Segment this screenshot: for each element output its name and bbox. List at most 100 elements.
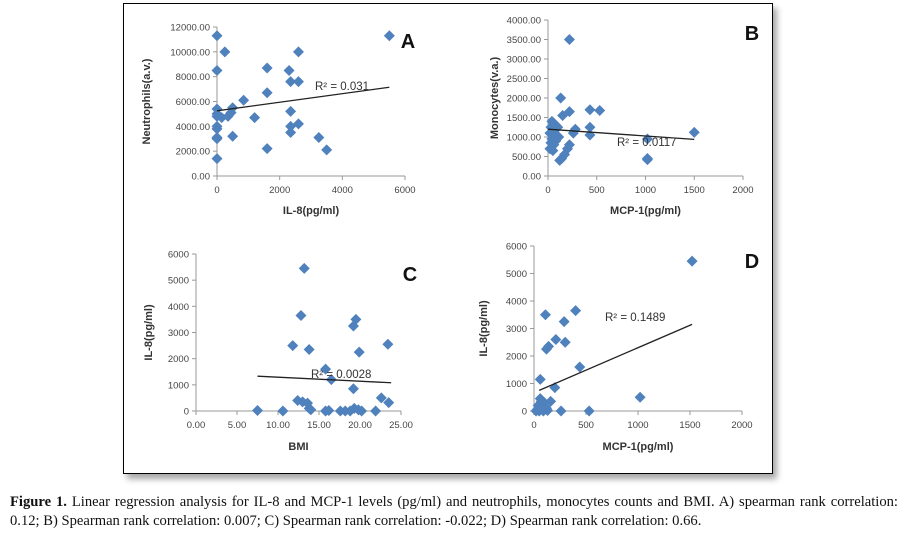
trendline [257,375,392,384]
data-point [356,405,368,417]
data-point [252,404,263,416]
y-tick-label: 10000.00 [170,47,210,58]
x-tick-label: 25.00 [389,420,413,431]
x-tick-label: 0 [214,185,219,196]
r-squared-label: R² = 0.1489 [605,312,665,324]
data-point [545,395,557,407]
x-axis-label: BMI [288,441,308,453]
data-point [530,405,542,417]
y-tick-label: 0 [184,407,189,418]
figure-caption: Figure 1. Linear regression analysis for… [10,493,898,531]
data-point [211,123,223,135]
y-tick-label: 5000 [168,276,189,287]
figure-frame [123,3,773,474]
data-point [321,144,333,156]
trendline [547,128,695,140]
data-point [287,340,299,352]
data-point [539,309,551,321]
data-point [382,338,394,350]
data-point [574,361,586,373]
data-point [570,305,582,317]
x-tick-label: 15.00 [307,420,331,431]
r-squared-label: R² = 0.0117 [617,137,677,149]
x-axis-label: MCP-1(pg/ml) [610,205,681,217]
y-tick-label: 1500.00 [507,113,541,124]
data-point [550,334,562,345]
y-tick-label: 1000 [168,380,189,391]
data-point [313,132,325,144]
x-tick-label: 1000 [635,185,656,196]
trendline [538,323,693,391]
x-tick-label: 0 [545,185,550,196]
y-tick-label: 6000 [506,242,527,253]
data-point [686,255,698,267]
x-tick-label: 0.00 [187,420,206,431]
data-point [283,64,295,76]
y-axis-label: Monocytes(v.a.) [489,57,501,140]
y-tick-label: 500.00 [512,152,541,163]
chart-panel-d: 0 500 1000 1500 2000 0 1000 2000 3000 4000 5000 600… [478,242,759,454]
y-tick-label: 1000 [506,379,527,390]
y-tick-label: 3000 [506,324,527,335]
data-point [584,104,596,116]
y-tick-label: 3000 [168,328,189,339]
data-point [347,320,359,332]
data-point [554,154,566,166]
data-point [375,392,387,404]
data-point [277,405,289,417]
data-point [634,391,646,403]
data-point [540,343,552,355]
y-tick-label: 2000 [168,354,189,365]
data-point [295,309,307,321]
panel-letter: C [403,264,417,286]
data-point [583,405,595,417]
data-point [261,62,273,74]
y-tick-label: 8000.00 [176,72,210,83]
x-tick-label: 500 [589,185,605,196]
data-point [555,92,567,104]
data-point [238,94,250,106]
data-point [249,112,261,124]
data-point [370,405,382,417]
y-tick-label: 0 [522,407,527,418]
y-tick-label: 12000.00 [170,23,210,34]
data-point [303,344,315,356]
y-tick-label: 4000.00 [507,16,541,27]
data-point [542,404,554,416]
x-tick-label: 20.00 [348,420,372,431]
panel-letter: A [401,31,415,53]
data-point [298,262,310,274]
y-tick-label: 2000 [506,352,527,363]
x-axis-label: MCP-1(pg/ml) [603,441,674,453]
data-point [219,46,231,58]
y-tick-label: 3000.00 [507,55,541,66]
y-tick-label: 6000 [168,250,189,261]
y-tick-label: 1000.00 [507,133,541,144]
y-tick-label: 4000 [506,297,527,308]
x-tick-label: 1500 [679,420,700,431]
x-tick-label: 1500 [684,185,705,196]
data-point [292,76,304,88]
x-tick-label: 2000 [269,185,290,196]
data-point [547,145,559,157]
panel-letter: B [745,23,759,45]
x-tick-label: 500 [578,420,594,431]
y-tick-label: 0.00 [523,172,542,183]
chart-panel-b: 0 500 1000 1500 2000 0.00 500.00 1000.00 1500.00… [489,16,759,218]
data-point [305,404,317,416]
data-point [594,104,606,116]
caption-label: Figure 1. [10,494,67,510]
data-point [292,46,304,58]
data-point [285,105,297,117]
x-tick-label: 0 [531,420,536,431]
x-tick-label: 6000 [394,185,415,196]
y-axis-label: IL-8(pg/ml) [143,304,155,361]
trendline [216,86,390,112]
data-point [353,346,365,358]
x-tick-label: 1000 [627,420,648,431]
r-squared-label: R² = 0.0028 [311,369,371,381]
y-tick-label: 3500.00 [507,35,541,46]
data-point [534,373,546,385]
y-tick-label: 6000.00 [176,97,210,108]
